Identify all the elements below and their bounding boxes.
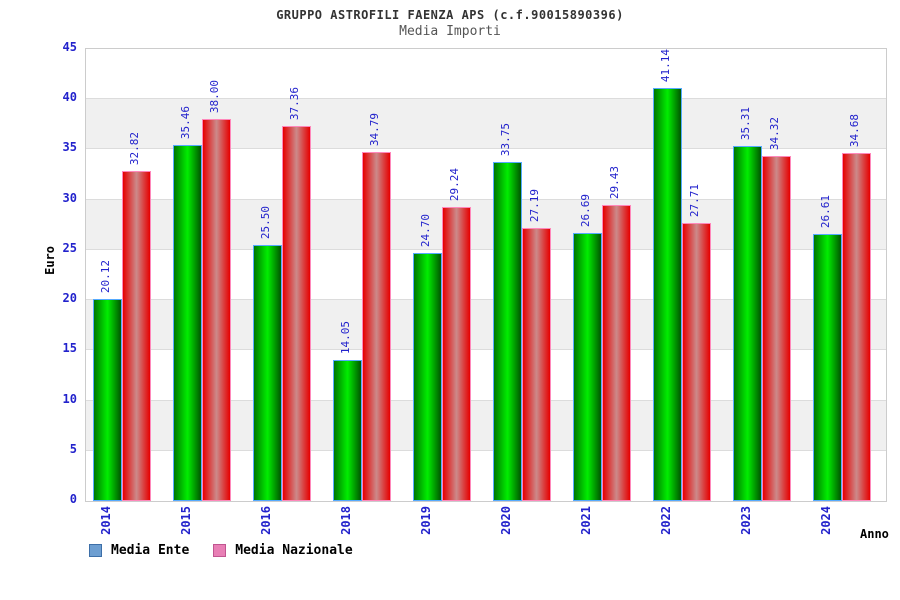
bar-media-ente xyxy=(813,234,842,501)
bar-media-nazionale xyxy=(442,207,471,501)
bar-media-nazionale xyxy=(602,205,631,501)
plot-area xyxy=(85,48,887,502)
legend-item: Media Nazionale xyxy=(213,543,353,558)
chart-title: GRUPPO ASTROFILI FAENZA APS (c.f.9001589… xyxy=(276,8,624,22)
legend-swatch-media-ente xyxy=(89,544,102,557)
bar-value-label: 29.43 xyxy=(607,165,621,199)
gridline xyxy=(86,399,886,401)
bar-value-label: 37.36 xyxy=(287,86,301,120)
y-tick-label: 5 xyxy=(69,441,77,456)
y-tick-label: 0 xyxy=(69,492,77,506)
y-tick-label: 30 xyxy=(62,190,77,205)
bar-media-nazionale xyxy=(202,119,231,501)
bar-media-ente xyxy=(573,233,602,501)
x-tick-label: 2018 xyxy=(338,506,353,535)
bar-value-label: 20.12 xyxy=(98,259,112,293)
bar-media-ente xyxy=(333,360,362,501)
gridline xyxy=(86,248,886,250)
x-tick-label: 2021 xyxy=(578,506,593,535)
y-tick-label: 40 xyxy=(62,90,77,105)
x-tick-label: 2020 xyxy=(498,506,513,535)
bar-media-nazionale xyxy=(762,156,791,501)
gridline xyxy=(86,449,886,451)
bar-value-label: 24.70 xyxy=(418,213,432,247)
bar-value-label: 34.68 xyxy=(847,113,861,147)
y-tick-label: 25 xyxy=(62,240,77,255)
bar-value-label: 25.50 xyxy=(258,205,272,239)
legend-label: Media Nazionale xyxy=(235,543,353,558)
y-tick-label: 15 xyxy=(62,341,77,356)
x-tick-label: 2015 xyxy=(178,506,193,535)
chart-subtitle: Media Importi xyxy=(399,24,501,39)
x-tick-label: 2023 xyxy=(738,506,753,535)
bar-value-label: 34.79 xyxy=(367,112,381,146)
bar-value-label: 38.00 xyxy=(207,79,221,113)
x-tick-label: 2014 xyxy=(98,506,113,535)
bar-value-label: 32.82 xyxy=(127,131,141,165)
bar-value-label: 27.71 xyxy=(687,183,701,217)
bar-media-nazionale xyxy=(122,171,151,501)
gridline xyxy=(86,349,886,351)
y-tick-label: 20 xyxy=(62,291,77,306)
legend: Media Ente Media Nazionale xyxy=(89,543,367,558)
bar-value-label: 27.19 xyxy=(527,188,541,222)
y-tick-label: 35 xyxy=(62,140,77,155)
bar-media-ente xyxy=(653,88,682,501)
bar-value-label: 33.75 xyxy=(498,122,512,156)
x-tick-label: 2016 xyxy=(258,506,273,535)
bar-value-label: 14.05 xyxy=(338,320,352,354)
legend-swatch-media-nazionale xyxy=(213,544,227,557)
bar-media-nazionale xyxy=(362,152,391,501)
bar-media-ente xyxy=(253,245,282,501)
bar-value-label: 26.69 xyxy=(578,193,592,227)
gridline xyxy=(86,299,886,301)
plot-band xyxy=(86,49,886,100)
legend-label: Media Ente xyxy=(111,543,190,558)
bar-media-ente xyxy=(733,146,762,501)
bar-media-ente xyxy=(413,253,442,501)
y-tick-label: 10 xyxy=(62,391,77,406)
bar-value-label: 35.31 xyxy=(738,106,752,140)
bar-media-nazionale xyxy=(522,228,551,501)
gridline xyxy=(86,148,886,150)
bar-value-label: 26.61 xyxy=(818,194,832,228)
bar-media-ente xyxy=(173,145,202,501)
bar-value-label: 41.14 xyxy=(658,48,672,82)
x-tick-label: 2024 xyxy=(818,506,833,535)
bar-media-ente xyxy=(493,162,522,501)
gridline xyxy=(86,98,886,100)
gridline xyxy=(86,198,886,200)
x-tick-label: 2019 xyxy=(418,506,433,535)
bar-media-nazionale xyxy=(682,223,711,501)
bar-media-nazionale xyxy=(282,126,311,501)
x-tick-label: 2022 xyxy=(658,506,673,535)
legend-item: Media Ente xyxy=(89,543,189,558)
bar-media-nazionale xyxy=(842,153,871,501)
bar-value-label: 29.24 xyxy=(447,167,461,201)
bar-value-label: 34.32 xyxy=(767,116,781,150)
bar-media-ente xyxy=(93,299,122,501)
x-axis-label: Anno xyxy=(860,527,889,541)
y-tick-label: 45 xyxy=(62,40,77,54)
bar-value-label: 35.46 xyxy=(178,105,192,139)
